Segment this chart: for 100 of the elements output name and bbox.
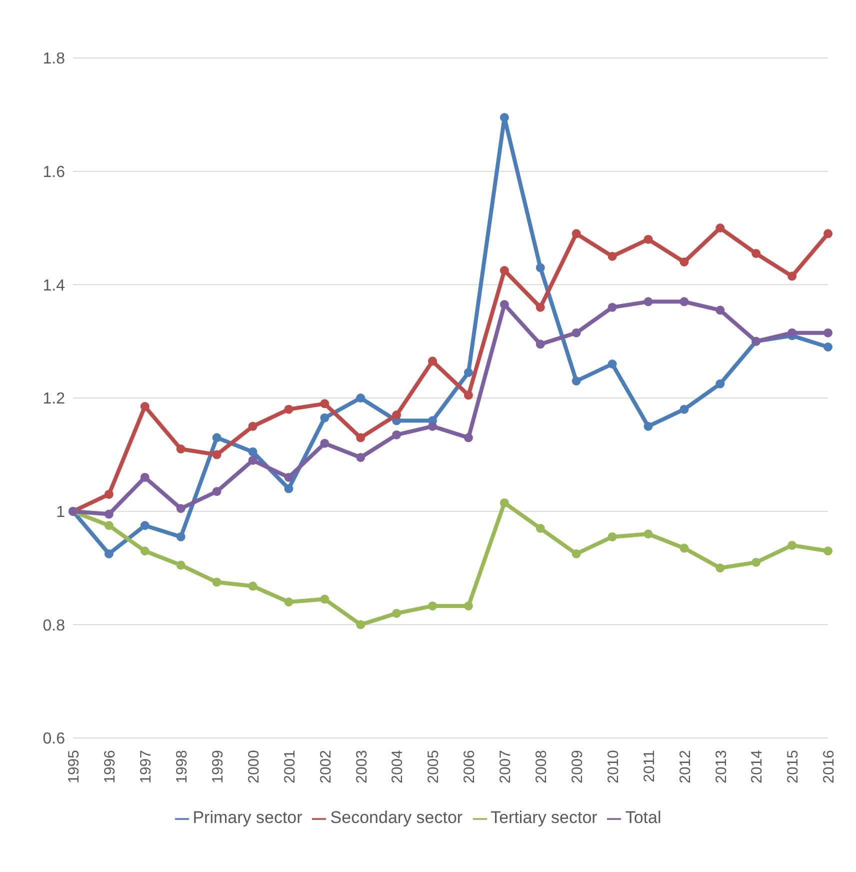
point — [320, 413, 330, 422]
point — [536, 302, 545, 312]
point — [392, 608, 402, 618]
x-tick-label: 2002 — [317, 750, 334, 784]
point — [716, 224, 725, 232]
point — [608, 532, 617, 542]
point — [824, 229, 832, 238]
point — [356, 620, 366, 630]
point — [536, 263, 545, 272]
point — [392, 430, 402, 440]
point — [680, 404, 689, 414]
point — [428, 601, 438, 610]
point — [752, 249, 761, 258]
point — [248, 447, 258, 456]
point — [788, 540, 797, 550]
point — [824, 328, 832, 338]
point — [464, 368, 473, 377]
point — [500, 498, 509, 508]
point — [464, 390, 473, 400]
point — [212, 450, 222, 460]
point — [140, 546, 150, 556]
point — [248, 456, 258, 465]
point — [248, 582, 258, 591]
point — [500, 113, 509, 122]
point — [824, 546, 832, 556]
point — [644, 234, 653, 244]
point — [716, 379, 725, 388]
point — [320, 438, 330, 448]
point — [572, 328, 581, 338]
point — [104, 490, 114, 499]
point — [212, 487, 222, 496]
point — [140, 521, 150, 530]
x-tick-label: 2005 — [425, 750, 442, 784]
point — [212, 433, 222, 442]
point — [500, 266, 509, 275]
point — [644, 530, 653, 538]
point — [356, 394, 366, 402]
point — [176, 444, 186, 454]
point — [572, 376, 581, 386]
x-tick-label: 1996 — [102, 750, 119, 784]
point — [572, 229, 581, 238]
y-tick-label: 1.6 — [42, 164, 66, 182]
point — [392, 410, 402, 420]
x-tick-label: 2001 — [281, 750, 298, 784]
point — [464, 433, 473, 442]
point — [608, 302, 617, 312]
point — [608, 252, 617, 261]
point — [104, 510, 114, 519]
x-tick-label: 2010 — [604, 750, 622, 784]
point — [140, 402, 150, 411]
point — [284, 598, 294, 606]
point — [788, 328, 797, 338]
point — [284, 484, 294, 494]
point — [320, 594, 330, 604]
x-tick-label: 2006 — [461, 750, 478, 784]
y-tick-label: 1.2 — [42, 390, 66, 408]
x-tick-label: 2004 — [389, 750, 406, 784]
point — [644, 422, 653, 431]
legend-label: Total — [625, 808, 662, 827]
point — [428, 422, 438, 431]
point — [644, 297, 653, 306]
point — [356, 433, 366, 442]
legend-label: Tertiary sector — [490, 808, 598, 827]
legend-label: Primary sector — [192, 808, 302, 827]
x-tick-label: 2009 — [568, 750, 586, 784]
point — [284, 472, 294, 482]
point — [212, 578, 222, 587]
x-tick-label: 2016 — [820, 750, 838, 784]
point — [248, 422, 258, 431]
x-tick-label: 1997 — [138, 750, 155, 784]
point — [716, 306, 725, 315]
x-tick-label: 2000 — [245, 750, 262, 784]
point — [536, 524, 545, 533]
legend-label: Secondary sector — [330, 808, 463, 827]
x-tick-label: 2013 — [712, 750, 730, 784]
point — [536, 340, 545, 349]
point — [176, 532, 186, 542]
x-tick-label: 2003 — [353, 750, 370, 784]
x-tick-label: 2012 — [676, 750, 694, 784]
point — [572, 549, 581, 558]
y-tick-label: 1.8 — [42, 50, 66, 68]
point — [320, 399, 330, 408]
y-tick-label: 1.4 — [42, 277, 66, 294]
x-tick-label: 2015 — [784, 750, 802, 784]
point — [824, 342, 832, 352]
x-tick-label: 1998 — [174, 750, 191, 784]
point — [176, 560, 186, 570]
x-tick-label: 2014 — [748, 750, 766, 784]
x-tick-label: 2007 — [497, 750, 514, 784]
point — [104, 521, 114, 530]
point — [608, 360, 617, 368]
point — [464, 601, 473, 610]
point — [680, 544, 689, 553]
x-tick-label: 2011 — [640, 750, 658, 782]
y-tick-label: 1 — [56, 504, 66, 522]
point — [140, 472, 150, 482]
x-tick-label: 2008 — [533, 750, 550, 784]
point — [680, 297, 689, 306]
point — [428, 356, 438, 366]
y-tick-label: 0.8 — [42, 617, 66, 634]
